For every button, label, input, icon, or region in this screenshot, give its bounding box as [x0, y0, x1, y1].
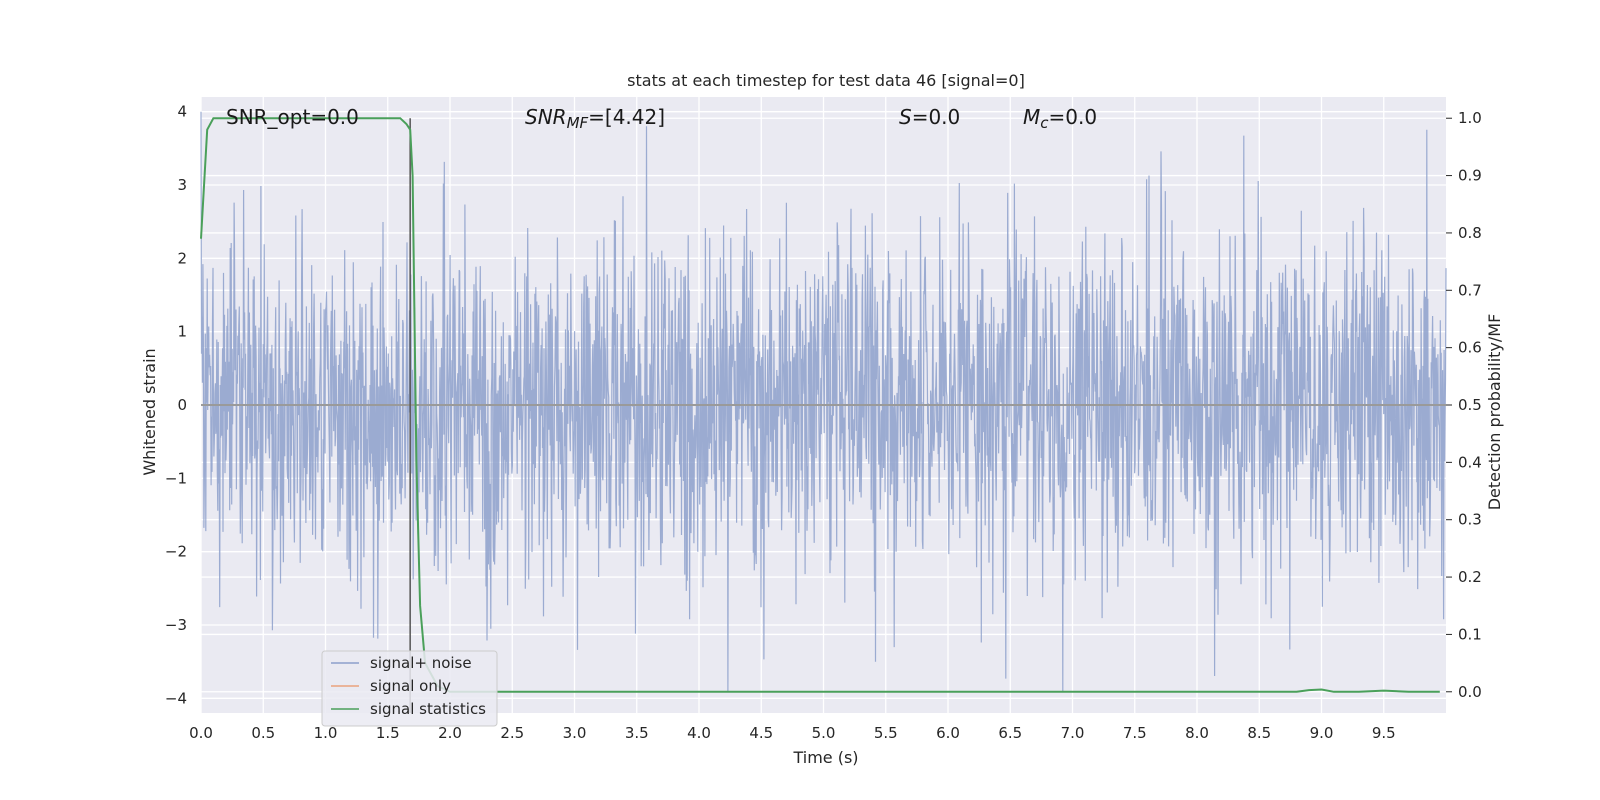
x-tick-label: 0.0 [189, 724, 213, 742]
x-axis-title: Time (s) [792, 748, 858, 767]
x-tick-label: 8.0 [1185, 724, 1209, 742]
x-tick-label: 0.5 [251, 724, 275, 742]
mc-sub: c [1040, 114, 1049, 132]
mc-value: =0.0 [1049, 105, 1098, 129]
y-left-tick-label: −2 [165, 543, 187, 561]
series-signal-noise [200, 111, 1447, 692]
y-right-tick-label: 0.8 [1458, 224, 1482, 242]
snr-opt-annotation: SNR_opt=0.0 [226, 105, 359, 129]
s-value: =0.0 [912, 105, 961, 129]
y-left-tick-label: 3 [177, 176, 187, 194]
y-axis-left-title: Whitened strain [140, 348, 159, 475]
y-left-tick-label: 2 [177, 249, 187, 267]
y-right-tick-label: 0.3 [1458, 511, 1482, 529]
x-tick-label: 2.5 [500, 724, 524, 742]
y-right-tick-label: 1.0 [1458, 109, 1482, 127]
x-tick-label: 3.5 [625, 724, 649, 742]
y-left-tick-label: −3 [165, 616, 187, 634]
legend-label-signal-noise: signal+ noise [370, 654, 472, 672]
x-tick-label: 5.5 [874, 724, 898, 742]
snr-mf-sub: MF [567, 114, 589, 132]
legend-box [321, 650, 498, 727]
x-tick-label: 8.5 [1247, 724, 1271, 742]
legend-label-signal-only: signal only [370, 677, 451, 695]
y-right-tick-label: 0.7 [1458, 281, 1482, 299]
snr-mf-value: =[4.42] [588, 105, 665, 129]
s-annotation: S=0.0 [899, 105, 960, 129]
y-right-tick-label: 0.2 [1458, 568, 1482, 586]
x-tick-label: 7.0 [1061, 724, 1085, 742]
y-right-tick-label: 0.4 [1458, 453, 1482, 471]
x-tick-label: 3.0 [563, 724, 587, 742]
x-tick-label: 6.0 [936, 724, 960, 742]
y-left-tick-label: −1 [165, 469, 187, 487]
y-axis-right-title: Detection probability/MF [1485, 314, 1504, 511]
y-right-tick-label: 0.9 [1458, 167, 1482, 185]
x-tick-label: 9.5 [1372, 724, 1396, 742]
y-right-tick-label: 0.5 [1458, 396, 1482, 414]
chart-title: stats at each timestep for test data 46 … [627, 71, 1025, 90]
y-left-tick-label: 1 [177, 323, 187, 341]
y-left-tick-label: 4 [177, 103, 187, 121]
y-left-tick-label: 0 [177, 396, 187, 414]
y-left-tick-label: −4 [165, 689, 187, 707]
x-tick-label: 4.5 [749, 724, 773, 742]
snr-mf-main: SNR [525, 105, 567, 129]
x-tick-label: 2.0 [438, 724, 462, 742]
x-tick-label: 6.5 [998, 724, 1022, 742]
x-tick-label: 7.5 [1123, 724, 1147, 742]
y-right-tick-label: 0.0 [1458, 683, 1482, 701]
x-tick-label: 1.0 [314, 724, 338, 742]
x-tick-label: 4.0 [687, 724, 711, 742]
x-tick-label: 9.0 [1310, 724, 1334, 742]
x-tick-label: 5.0 [812, 724, 836, 742]
legend: signal+ noise signal only signal statist… [321, 650, 498, 727]
y-right-tick-label: 0.1 [1458, 625, 1482, 643]
x-tick-label: 1.5 [376, 724, 400, 742]
y-right-tick-label: 0.6 [1458, 339, 1482, 357]
snr-mf-annotation: SNRMF=[4.42] [525, 105, 665, 132]
s-main: S [899, 105, 912, 129]
mc-main: M [1023, 105, 1040, 129]
mc-annotation: Mc=0.0 [1023, 105, 1097, 132]
legend-label-signal-statistics: signal statistics [370, 700, 486, 718]
